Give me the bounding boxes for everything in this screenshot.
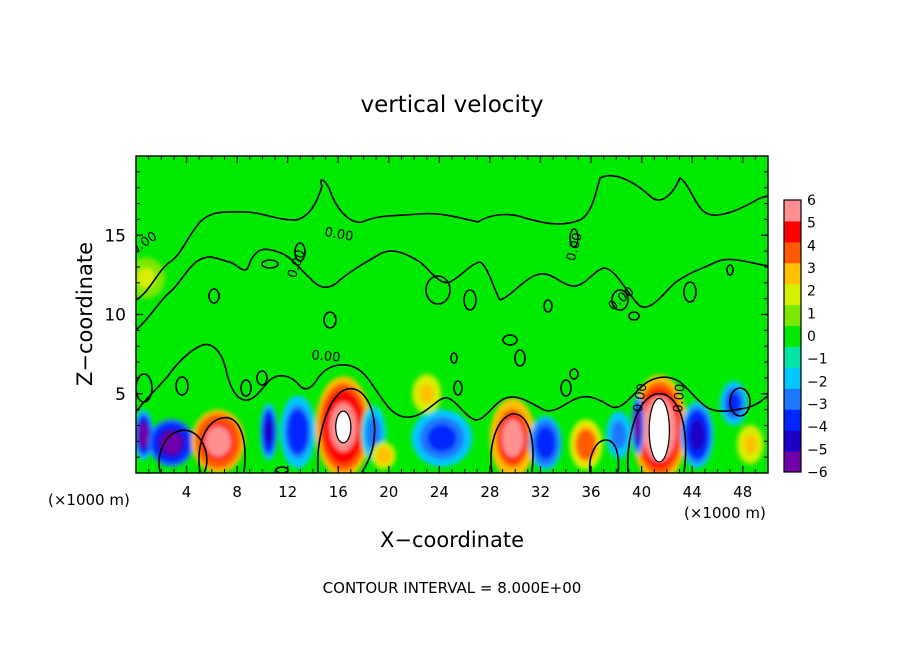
y-axis: 5 10 15 (104, 171, 768, 458)
anomaly-updraft (411, 373, 442, 415)
contour-label: 0.00 (311, 348, 341, 365)
colorbar-swatch (784, 451, 801, 473)
colorbar-swatch (784, 409, 801, 431)
colorbar-tick-label: 2 (807, 284, 816, 300)
colorbar-tick-label: −3 (807, 397, 828, 413)
colorbar-swatch (784, 220, 801, 243)
anomaly-ring (138, 422, 149, 448)
x-tick-label: 36 (581, 483, 600, 501)
colorbar-swatch (784, 262, 801, 285)
colorbar-swatch (784, 346, 801, 368)
anomaly-ring (289, 414, 307, 450)
anomaly-downdraft (280, 395, 316, 469)
anomaly-updraft (736, 423, 765, 466)
contour-label: 0.00 (671, 383, 688, 413)
colorbar-tick-label: −6 (807, 465, 828, 481)
y-tick-label: 10 (104, 306, 126, 326)
x-unit-right: (×1000 m) (684, 504, 766, 522)
anomaly-downdraft (529, 415, 562, 470)
colorbar: 6 5 4 3 2 1 0 −1 −2 −3 −4 −5 −6 (783, 193, 828, 481)
x-axis-label: X−coordinate (380, 528, 524, 552)
anomaly-ring (689, 418, 706, 451)
x-tick-label: 32 (531, 483, 550, 501)
colorbar-tick-label: 6 (807, 193, 816, 209)
anomaly-ring (367, 419, 380, 448)
x-tick-label: 4 (182, 483, 192, 501)
x-tick-label: 8 (232, 483, 242, 501)
colorbar-swatch (784, 283, 801, 306)
zero-contour-lines (136, 174, 768, 473)
y-tick-label: 5 (115, 385, 126, 405)
colorbar-swatch (784, 388, 801, 410)
anomaly-downdraft (680, 401, 714, 469)
contour-label: 0.00 (323, 225, 354, 245)
colorbar-tick-label: 1 (807, 306, 816, 322)
chart-title: vertical velocity (361, 92, 544, 118)
anomaly-downdraft (631, 395, 645, 456)
colorbar-tick-label: 3 (807, 261, 816, 277)
anomaly-updraft (191, 409, 245, 473)
contour-label: 0.00 (631, 382, 651, 413)
anomaly-updraft (489, 398, 536, 473)
x-tick-label: 44 (683, 483, 702, 501)
colorbar-swatch (784, 200, 801, 222)
colorbar-frame (783, 199, 802, 473)
plot-area: 0.000.000.000.000.000.000.00 0.00 (136, 156, 768, 473)
colorbar-swatch (784, 241, 801, 264)
colorbar-swatch (784, 325, 801, 347)
colorbar-tick-label: −4 (807, 420, 828, 436)
anomaly-ring (743, 434, 757, 455)
colorbar-tick-label: 0 (807, 329, 816, 345)
y-tick-label: 15 (104, 226, 126, 246)
colorbar-tick-label: 5 (807, 216, 816, 232)
anomaly-ring (160, 431, 183, 455)
anomaly-ring (205, 426, 231, 457)
x-unit-left: (×1000 m) (48, 491, 130, 509)
anomaly-downdraft (411, 409, 473, 467)
anomaly-downdraft (719, 381, 748, 426)
contour-interval: CONTOUR INTERVAL = 8.000E+00 (323, 579, 582, 597)
x-tick-label: 12 (278, 483, 297, 501)
anomaly-ring (137, 268, 156, 288)
colorbar-swatch (784, 304, 801, 327)
anomaly-ring (377, 448, 390, 463)
contour-label: 0.00 (564, 231, 586, 263)
x-tick-label: 16 (329, 483, 348, 501)
anomaly-ring (578, 432, 594, 457)
anomaly-downdraft (148, 419, 195, 467)
anomaly-ring (537, 429, 554, 456)
x-tick-label: 48 (733, 483, 752, 501)
anomaly-ring (634, 410, 641, 440)
anomaly-ring (427, 424, 457, 452)
anomaly-updraft (136, 257, 166, 299)
extremum-ellipse (335, 410, 352, 444)
x-tick-label: 20 (379, 483, 398, 501)
anomaly-ring (612, 423, 625, 447)
colorbar-tick-label: −1 (807, 352, 828, 368)
colorbar-tick-label: −2 (807, 374, 828, 390)
colorbar-tick-label: −5 (807, 442, 828, 458)
colorbar-swatch (784, 430, 801, 452)
colorbar-swatch (784, 367, 801, 389)
x-tick-label: 40 (632, 483, 651, 501)
anomaly-ring (419, 383, 435, 404)
x-axis: 4 8 12 16 20 24 28 32 36 40 44 48 (148, 156, 756, 501)
extremum-ellipse (648, 397, 671, 463)
anomaly-ring (501, 419, 524, 458)
anomaly-downdraft (259, 403, 278, 461)
anomaly-updraft (371, 441, 397, 470)
x-tick-label: 28 (480, 483, 499, 501)
y-axis-label: Z−coordinate (73, 242, 97, 386)
anomaly-ring (264, 418, 273, 446)
colorbar-tick-label: 4 (807, 238, 816, 254)
x-tick-label: 24 (430, 483, 449, 501)
